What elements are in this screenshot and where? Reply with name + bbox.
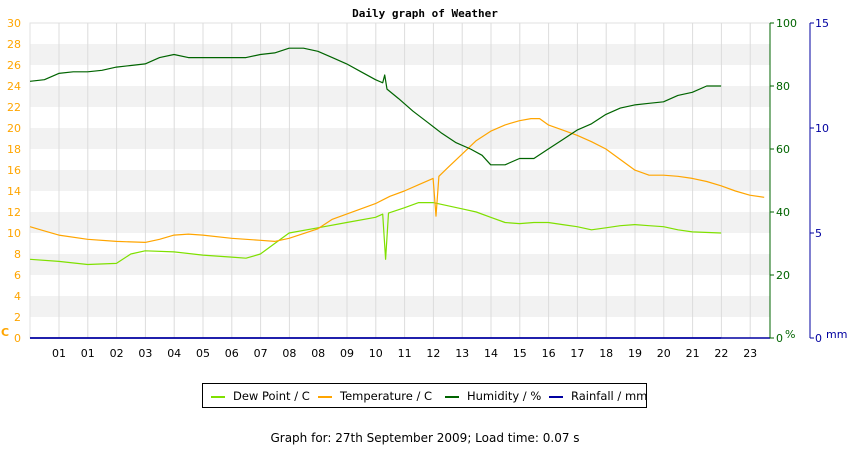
left-tick-label: 10 bbox=[7, 227, 21, 240]
x-tick-label: 05 bbox=[196, 347, 210, 360]
x-tick-label: 07 bbox=[254, 347, 268, 360]
humidity-tick-label: 100 bbox=[776, 17, 797, 30]
tick-labels: 01 01 02 03 04 05 06 07 08 08 09 10 11 12 13 14 15 16 17 18… bbox=[1, 17, 847, 360]
grid-band bbox=[30, 149, 770, 170]
legend-swatch bbox=[211, 395, 225, 398]
humidity-tick-label: 0 bbox=[776, 332, 783, 345]
legend-item-rainfall: Rainfall / mm bbox=[549, 389, 647, 403]
humidity-axis-unit: % bbox=[785, 328, 795, 341]
grid-band bbox=[30, 23, 770, 44]
chart-title: Daily graph of Weather bbox=[352, 7, 498, 20]
x-tick-label: 16 bbox=[542, 347, 556, 360]
legend-label: Temperature / C bbox=[340, 389, 433, 403]
x-tick-label: 15 bbox=[513, 347, 527, 360]
left-tick-label: 16 bbox=[7, 164, 21, 177]
humidity-tick-label: 60 bbox=[776, 143, 790, 156]
grid-band bbox=[30, 170, 770, 191]
x-tick-label: 14 bbox=[484, 347, 498, 360]
x-tick-label: 06 bbox=[225, 347, 239, 360]
left-tick-label: 28 bbox=[7, 38, 21, 51]
legend-item-temperature: Temperature / C bbox=[318, 389, 432, 403]
humidity-tick-label: 20 bbox=[776, 269, 790, 282]
humidity-tick-label: 40 bbox=[776, 206, 790, 219]
legend: Dew Point / C Temperature / C Humidity /… bbox=[202, 383, 647, 408]
x-tick-label: 04 bbox=[167, 347, 181, 360]
rainfall-tick-label: 10 bbox=[815, 122, 829, 135]
x-tick-label: 18 bbox=[599, 347, 613, 360]
x-tick-label: 09 bbox=[340, 347, 354, 360]
x-tick-label: 08 bbox=[311, 347, 325, 360]
legend-item-dew-point: Dew Point / C bbox=[211, 389, 310, 403]
x-tick-label: 01 bbox=[52, 347, 66, 360]
vertical-gridlines bbox=[58, 23, 751, 338]
rainfall-tick-label: 5 bbox=[815, 227, 822, 240]
left-tick-label: 20 bbox=[7, 122, 21, 135]
series-line bbox=[29, 117, 765, 243]
grid-band bbox=[30, 233, 770, 254]
left-tick-label: 12 bbox=[7, 206, 21, 219]
grid-band bbox=[30, 296, 770, 317]
x-tick-label: 21 bbox=[686, 347, 700, 360]
legend-item-humidity: Humidity / % bbox=[445, 389, 541, 403]
left-tick-label: 6 bbox=[14, 269, 21, 282]
rainfall-axis-unit: mm bbox=[826, 328, 847, 341]
grid-band bbox=[30, 44, 770, 65]
rainfall-tick-label: 0 bbox=[815, 332, 822, 345]
series-line bbox=[29, 202, 722, 266]
left-tick-label: 24 bbox=[7, 80, 21, 93]
grid-band bbox=[30, 254, 770, 275]
grid-band bbox=[30, 275, 770, 296]
grid-band bbox=[30, 191, 770, 212]
series-line bbox=[29, 47, 722, 166]
x-tick-label: 01 bbox=[81, 347, 95, 360]
left-tick-label: 4 bbox=[14, 290, 21, 303]
grid-band bbox=[30, 317, 770, 338]
left-tick-label: 22 bbox=[7, 101, 21, 114]
left-tick-label: 30 bbox=[7, 17, 21, 30]
legend-label: Rainfall / mm bbox=[571, 389, 648, 403]
left-tick-label: 26 bbox=[7, 59, 21, 72]
legend-swatch bbox=[549, 395, 563, 398]
x-tick-label: 03 bbox=[138, 347, 152, 360]
left-tick-label: 2 bbox=[14, 311, 21, 324]
x-tick-label: 08 bbox=[282, 347, 296, 360]
x-tick-label: 12 bbox=[426, 347, 440, 360]
grid-band bbox=[30, 128, 770, 149]
grid-band bbox=[30, 212, 770, 233]
x-tick-label: 10 bbox=[369, 347, 383, 360]
x-tick-label: 11 bbox=[398, 347, 412, 360]
x-tick-label: 17 bbox=[570, 347, 584, 360]
rainfall-tick-label: 15 bbox=[815, 17, 829, 30]
footer-text: Graph for: 27th September 2009; Load tim… bbox=[270, 431, 580, 445]
x-tick-label: 22 bbox=[714, 347, 728, 360]
legend-label: Humidity / % bbox=[467, 389, 542, 403]
left-tick-label: 18 bbox=[7, 143, 21, 156]
left-tick-label: 14 bbox=[7, 185, 21, 198]
axes bbox=[30, 22, 814, 339]
grid-band bbox=[30, 107, 770, 128]
grid-band bbox=[30, 86, 770, 107]
left-tick-label: 0 bbox=[14, 332, 21, 345]
x-tick-label: 13 bbox=[455, 347, 469, 360]
grid-band bbox=[30, 65, 770, 86]
legend-label: Dew Point / C bbox=[233, 389, 310, 403]
humidity-tick-label: 80 bbox=[776, 80, 790, 93]
left-tick-label: 8 bbox=[14, 248, 21, 261]
plot-background-bands bbox=[29, 22, 771, 339]
x-tick-label: 19 bbox=[628, 347, 642, 360]
x-tick-label: 02 bbox=[110, 347, 124, 360]
x-tick-label: 23 bbox=[743, 347, 757, 360]
x-tick-label: 20 bbox=[657, 347, 671, 360]
left-axis-unit: C bbox=[1, 326, 9, 339]
legend-swatch bbox=[445, 395, 459, 398]
legend-swatch bbox=[318, 395, 332, 398]
